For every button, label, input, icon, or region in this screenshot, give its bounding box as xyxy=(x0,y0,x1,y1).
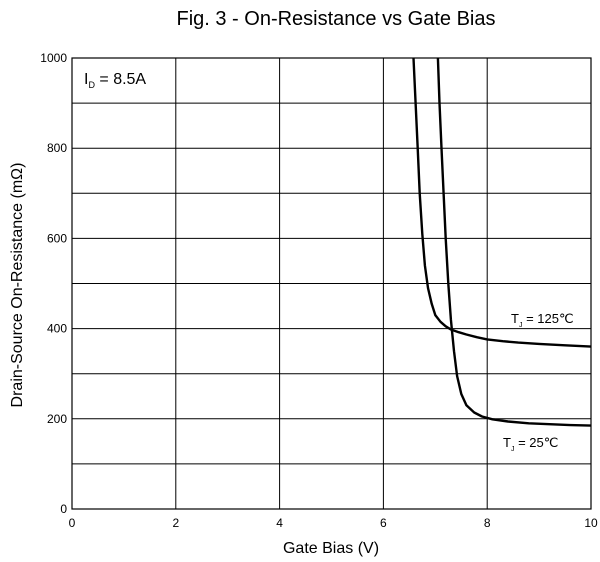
y-tick-label: 600 xyxy=(47,231,67,245)
series-label-tj-125c: TJ = 125℃ xyxy=(511,311,574,329)
x-tick-label: 4 xyxy=(276,516,283,530)
y-tick-label: 0 xyxy=(60,502,67,516)
x-axis-label: Gate Bias (V) xyxy=(283,540,379,557)
y-tick-label: 400 xyxy=(47,322,67,336)
chart-title: Fig. 3 - On-Resistance vs Gate Bias xyxy=(176,8,496,30)
y-tick-label: 800 xyxy=(47,141,67,155)
plot-frame xyxy=(71,57,592,510)
series-label-bg-tj-25c xyxy=(497,430,567,454)
annotations: ID = 8.5A TJ = 125℃ TJ = 25℃ xyxy=(76,62,579,454)
series-layer xyxy=(412,57,592,427)
x-tick-label: 10 xyxy=(584,516,598,530)
y-tick-label: 1000 xyxy=(40,51,67,65)
y-tick-label: 200 xyxy=(47,412,67,426)
y-axis-label: Drain-Source On-Resistance (mΩ) xyxy=(9,163,26,408)
series-label-bg-tj-125c xyxy=(505,306,579,328)
x-tick-label: 2 xyxy=(172,516,179,530)
series-label-tj-25c: TJ = 25℃ xyxy=(503,435,558,453)
tick-labels: 0 2 4 6 8 10 0 200 400 600 800 1000 xyxy=(40,51,598,530)
x-tick-label: 6 xyxy=(380,516,387,530)
x-tick-label: 8 xyxy=(484,516,491,530)
series-line-tj-125c xyxy=(412,57,592,348)
series-line-tj-25c xyxy=(436,57,592,427)
plot-border xyxy=(71,57,592,510)
x-tick-label: 0 xyxy=(69,516,76,530)
id-annotation-bg xyxy=(76,62,170,100)
id-annotation: ID = 8.5A xyxy=(84,71,146,90)
grid-layer xyxy=(72,58,591,509)
